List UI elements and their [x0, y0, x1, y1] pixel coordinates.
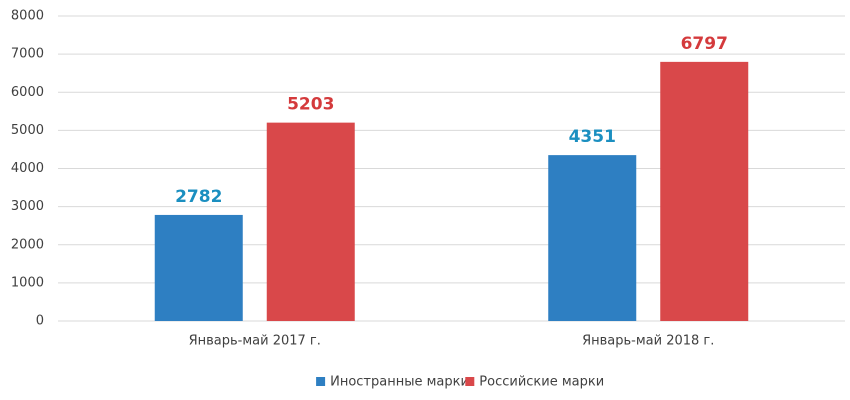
y-tick-label: 6000 [11, 85, 44, 100]
x-tick-label: Январь-май 2017 г. [189, 334, 321, 349]
data-label: 6797 [681, 34, 728, 54]
y-tick-label: 4000 [11, 161, 44, 176]
y-tick-label: 3000 [11, 199, 44, 214]
y-tick-label: 0 [36, 314, 44, 329]
y-tick-label: 2000 [11, 237, 44, 252]
data-label: 4351 [569, 127, 616, 147]
bar [266, 122, 355, 322]
legend-label: Российские марки [479, 375, 604, 390]
y-tick-label: 1000 [11, 275, 44, 290]
data-label: 2782 [175, 187, 222, 207]
y-tick-label: 8000 [11, 9, 44, 24]
y-tick-label: 7000 [11, 47, 44, 62]
x-tick-label: Январь-май 2018 г. [582, 334, 714, 349]
bar [548, 155, 637, 321]
legend: Иностранные марки Российские марки [316, 375, 604, 390]
legend-label: Иностранные марки [330, 375, 469, 390]
data-label: 5203 [287, 95, 334, 115]
bar [660, 61, 749, 321]
y-tick-label: 5000 [11, 123, 44, 138]
legend-swatch [316, 377, 326, 386]
legend-swatch [465, 377, 475, 386]
bar [154, 214, 243, 321]
